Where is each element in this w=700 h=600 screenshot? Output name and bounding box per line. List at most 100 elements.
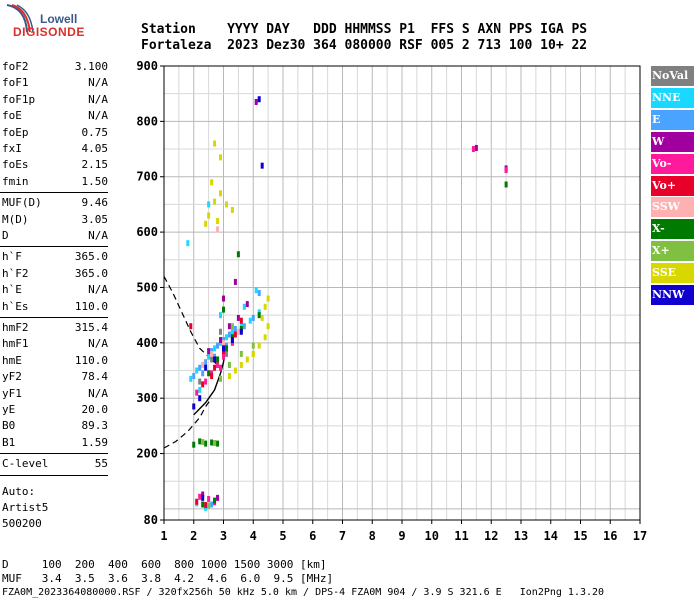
y-tick-label: 400 [136, 336, 158, 350]
digisonde-logo [6, 4, 34, 33]
param-label: h`F [2, 250, 22, 264]
param-row: yE 20.0 [2, 403, 108, 419]
legend-item-vo-: Vo+ [651, 175, 694, 196]
point-x- [207, 370, 211, 377]
point-sse [245, 356, 249, 363]
param-label: MUF(D) [2, 196, 42, 210]
param-value: 365.0 [74, 266, 108, 280]
point-sse [204, 220, 208, 227]
param-value: 89.3 [81, 419, 109, 433]
y-tick-label: 500 [136, 280, 158, 294]
x-tick-label: 10 [425, 529, 439, 543]
point-nne [198, 386, 202, 393]
point-w [474, 144, 478, 151]
point-nnw [222, 345, 225, 352]
point-x- [207, 502, 211, 509]
point-nne [224, 334, 228, 341]
point-nnw [260, 162, 264, 169]
legend-item-x-: X- [651, 219, 694, 240]
x-tick-label: 16 [603, 529, 617, 543]
footer-file-info: FZA0M_2023364080000.RSF / 320fx256h 50 k… [2, 587, 605, 598]
point-vo- [233, 331, 237, 338]
x-tick-label: 9 [398, 529, 405, 543]
point-vo- [189, 323, 193, 330]
param-label: fxI [2, 142, 22, 155]
param-row: fxI 4.05 [2, 142, 108, 158]
param-separator [0, 317, 108, 318]
param-row: h`Es 110.0 [2, 300, 108, 316]
param-label: foF1p [2, 92, 36, 106]
param-value: 55 [94, 457, 108, 471]
param-value: 2.15 [81, 158, 109, 172]
param-label: D [2, 229, 9, 242]
param-value: 110.0 [74, 353, 108, 367]
param-label: foE [2, 109, 22, 123]
y-tick-label: 200 [136, 447, 158, 461]
point-x- [201, 501, 205, 508]
header-line-1: Station YYYY DAY DDD HHMMSS P1 FFS S AXN… [141, 22, 588, 37]
point-noval [210, 356, 214, 363]
y-tick-label: 80 [144, 513, 158, 527]
auto-label: Auto: [2, 485, 36, 498]
point-e [198, 364, 202, 371]
param-row: B0 89.3 [2, 419, 108, 435]
ionogram-chart: 1 2 3 4 5 6 7 8 9 10 11 12 13 14 15 16 17802003004005006… [136, 59, 647, 543]
point-e [204, 359, 208, 366]
point-nne [213, 345, 217, 352]
legend-item-nnw: NNW [651, 285, 694, 305]
param-value: 3.100 [74, 60, 108, 73]
y-tick-label: 300 [136, 391, 158, 405]
point-vo- [216, 361, 220, 368]
param-row: fmin 1.50 [2, 175, 108, 191]
param-value: 1.59 [81, 435, 109, 449]
point-x- [213, 440, 217, 447]
point-vo- [204, 502, 208, 509]
point-ssw [210, 350, 214, 357]
point-nne [219, 312, 223, 319]
point-nne [248, 317, 252, 324]
x-tick-label: 3 [220, 529, 227, 543]
point-x- [201, 438, 205, 445]
param-value: 110.0 [74, 299, 108, 313]
y-tick-label: 900 [136, 59, 158, 73]
legend-item-e: E [651, 109, 694, 130]
point-nnw [192, 403, 196, 410]
point-e [242, 323, 246, 330]
param-label: hmF1 [2, 337, 29, 351]
point-sse [210, 179, 214, 186]
point-w [216, 494, 220, 501]
point-nne [207, 353, 211, 360]
auto-method: Artist5 [2, 501, 49, 514]
param-label: foEp [2, 125, 29, 139]
param-row: foF1p N/A [2, 93, 108, 109]
point-e [192, 373, 196, 380]
point-x- [257, 312, 261, 319]
point-x- [216, 356, 220, 363]
point-nne [230, 328, 234, 335]
point-nnw [230, 337, 234, 344]
point-sse [239, 361, 243, 368]
param-value: 0.75 [81, 125, 109, 139]
param-label: B0 [2, 419, 16, 433]
point-nne [242, 303, 246, 310]
param-value: N/A [88, 337, 108, 351]
param-value: 315.4 [74, 321, 108, 334]
point-nne [195, 367, 199, 374]
point-sse [266, 295, 270, 302]
y-tick-label: 800 [136, 114, 158, 128]
param-row: foEs 2.15 [2, 158, 108, 174]
point-sse [216, 218, 220, 225]
point-nne [207, 201, 211, 208]
legend-item-x-: X+ [651, 241, 694, 262]
y-tick-label: 700 [136, 170, 158, 184]
point-sse [266, 323, 270, 330]
param-value: 365.0 [74, 250, 108, 264]
point-nne [254, 287, 258, 294]
point-e [251, 314, 255, 321]
param-row: h`F 365.0 [2, 250, 108, 266]
param-row: C-level 55 [2, 457, 108, 473]
point-nnw [201, 494, 205, 501]
point-sse [213, 140, 217, 147]
param-value: N/A [88, 386, 108, 400]
param-row: foEp 0.75 [2, 126, 108, 142]
